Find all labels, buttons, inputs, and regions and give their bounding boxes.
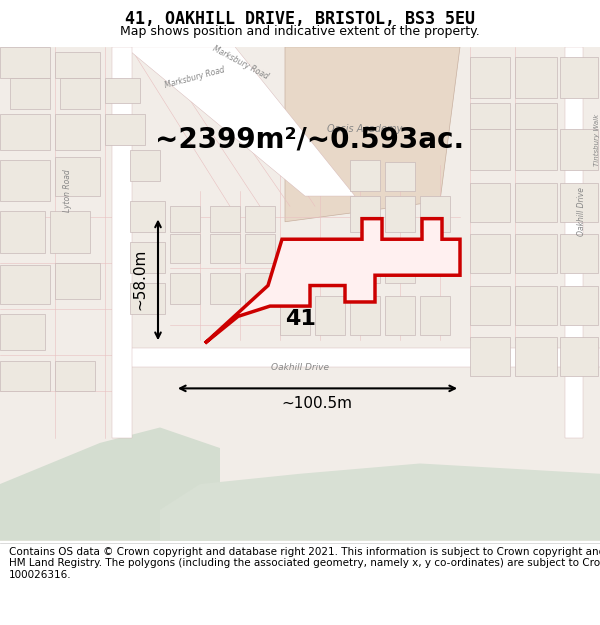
Bar bbox=[170, 273, 200, 304]
Text: ~2399m²/~0.593ac.: ~2399m²/~0.593ac. bbox=[155, 126, 464, 154]
Bar bbox=[385, 296, 415, 335]
Bar bbox=[245, 206, 275, 232]
Bar bbox=[130, 150, 160, 181]
Bar bbox=[315, 254, 345, 284]
Bar bbox=[105, 114, 145, 144]
Bar bbox=[560, 182, 598, 222]
Text: ~58.0m: ~58.0m bbox=[133, 249, 148, 310]
Text: Contains OS data © Crown copyright and database right 2021. This information is : Contains OS data © Crown copyright and d… bbox=[9, 546, 600, 580]
Bar bbox=[350, 196, 380, 232]
Bar bbox=[0, 314, 45, 351]
Polygon shape bbox=[0, 428, 220, 541]
Bar bbox=[55, 114, 100, 150]
Bar bbox=[170, 234, 200, 263]
Bar bbox=[112, 47, 132, 438]
Polygon shape bbox=[205, 219, 460, 343]
Bar bbox=[210, 234, 240, 263]
Text: ~100.5m: ~100.5m bbox=[281, 396, 353, 411]
Bar bbox=[50, 211, 90, 252]
Bar bbox=[280, 254, 310, 284]
Bar bbox=[515, 337, 557, 376]
Text: 41: 41 bbox=[284, 309, 316, 329]
Bar bbox=[515, 104, 557, 129]
Text: Marksbury Road: Marksbury Road bbox=[164, 66, 226, 90]
Bar bbox=[515, 286, 557, 324]
Bar bbox=[350, 254, 380, 284]
Bar bbox=[565, 47, 583, 438]
Bar bbox=[210, 273, 240, 304]
Bar bbox=[350, 296, 380, 335]
Bar bbox=[560, 286, 598, 324]
Bar bbox=[0, 361, 50, 391]
Polygon shape bbox=[285, 47, 460, 222]
Text: 41, OAKHILL DRIVE, BRISTOL, BS3 5EU: 41, OAKHILL DRIVE, BRISTOL, BS3 5EU bbox=[125, 10, 475, 28]
Bar bbox=[0, 47, 50, 78]
Bar bbox=[245, 234, 275, 263]
Bar bbox=[55, 263, 100, 299]
Bar bbox=[385, 196, 415, 232]
Bar bbox=[280, 296, 310, 335]
Bar bbox=[470, 337, 510, 376]
Bar bbox=[170, 206, 200, 232]
Text: Map shows position and indicative extent of the property.: Map shows position and indicative extent… bbox=[120, 26, 480, 39]
Bar bbox=[515, 234, 557, 273]
Polygon shape bbox=[125, 47, 355, 196]
Bar bbox=[350, 160, 380, 191]
Bar bbox=[470, 286, 510, 324]
Bar bbox=[210, 206, 240, 232]
Bar bbox=[130, 201, 165, 232]
Bar bbox=[420, 196, 450, 232]
Bar bbox=[470, 104, 510, 129]
Bar bbox=[470, 234, 510, 273]
Bar bbox=[560, 234, 598, 273]
Bar bbox=[130, 284, 165, 314]
Bar bbox=[0, 114, 50, 150]
Bar bbox=[0, 160, 50, 201]
Bar bbox=[60, 78, 100, 109]
Bar bbox=[420, 296, 450, 335]
Bar bbox=[55, 157, 100, 196]
Bar bbox=[385, 254, 415, 284]
Bar bbox=[470, 57, 510, 98]
Text: Lyton Road: Lyton Road bbox=[64, 169, 73, 212]
Text: Oakhill Drive: Oakhill Drive bbox=[271, 363, 329, 372]
Bar bbox=[560, 57, 598, 98]
Bar bbox=[130, 348, 600, 367]
Bar bbox=[55, 52, 100, 78]
Bar bbox=[0, 265, 50, 304]
Bar bbox=[245, 273, 275, 304]
Text: Oasis Academy: Oasis Academy bbox=[328, 124, 403, 134]
Bar bbox=[0, 211, 45, 252]
Bar bbox=[315, 296, 345, 335]
Bar bbox=[560, 337, 598, 376]
Bar bbox=[385, 162, 415, 191]
Bar bbox=[470, 182, 510, 222]
Polygon shape bbox=[160, 464, 600, 541]
Bar bbox=[105, 78, 140, 104]
Bar bbox=[130, 242, 165, 273]
Text: Oakhill Drive: Oakhill Drive bbox=[577, 187, 587, 236]
Bar bbox=[10, 78, 50, 109]
Text: Marksbury Road: Marksbury Road bbox=[211, 44, 269, 81]
Bar bbox=[515, 129, 557, 170]
Bar bbox=[470, 129, 510, 170]
Bar bbox=[515, 57, 557, 98]
Text: Tintsbury Walk: Tintsbury Walk bbox=[594, 113, 600, 166]
Bar bbox=[55, 361, 95, 391]
Bar bbox=[515, 182, 557, 222]
Bar bbox=[560, 129, 598, 170]
